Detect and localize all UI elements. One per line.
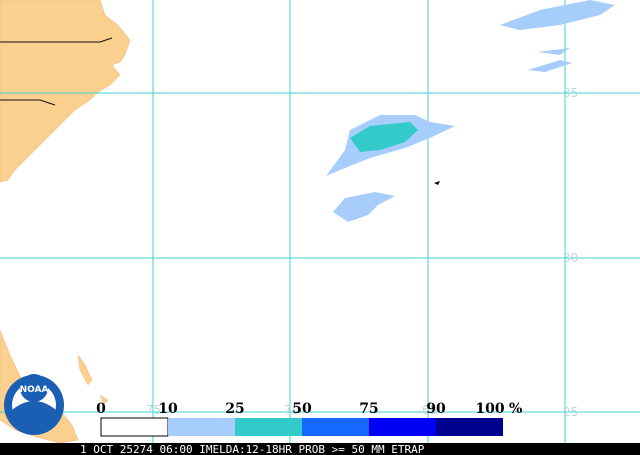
logo-bird [12, 401, 56, 428]
legend-label: 25 [225, 401, 244, 417]
legend: 0 10 25 50 75 90 100 % [96, 401, 522, 437]
lon-label: 75 [146, 403, 161, 417]
prob-area [528, 48, 572, 72]
lon-label: 70 [284, 403, 299, 417]
legend-swatch [436, 418, 503, 436]
land-us-east [0, 0, 131, 183]
footer-bar [0, 443, 640, 455]
noaa-logo: NOAA [4, 374, 64, 435]
legend-label: 100 [475, 401, 504, 417]
lat-label: 30 [563, 251, 578, 265]
legend-swatch [302, 418, 369, 436]
legend-swatch [235, 418, 302, 436]
legend-label: 90 [426, 401, 446, 417]
logo-top [20, 374, 48, 402]
legend-label: 50 [292, 401, 312, 417]
legend-swatch [168, 418, 235, 436]
graticule [0, 0, 640, 443]
legend-swatch [100, 417, 169, 437]
prob-area [500, 0, 615, 30]
lon-label: 65 [422, 403, 437, 417]
lat-label: 35 [563, 86, 578, 100]
legend-label: 0 [96, 401, 106, 417]
prob-area [350, 122, 418, 152]
legend-unit: % [509, 401, 522, 417]
footer-text: 1 OCT 25274 06:00 IMELDA:12-18HR PROB >=… [80, 443, 425, 455]
island [434, 181, 440, 185]
logo-text: NOAA [20, 385, 49, 395]
legend-swatch [369, 418, 436, 436]
legend-label: 10 [158, 401, 178, 417]
state-border [0, 37, 113, 106]
lat-label: 25 [563, 405, 578, 419]
land-bahamas [77, 354, 109, 406]
prob-area [333, 192, 395, 222]
legend-label: 75 [359, 401, 378, 417]
